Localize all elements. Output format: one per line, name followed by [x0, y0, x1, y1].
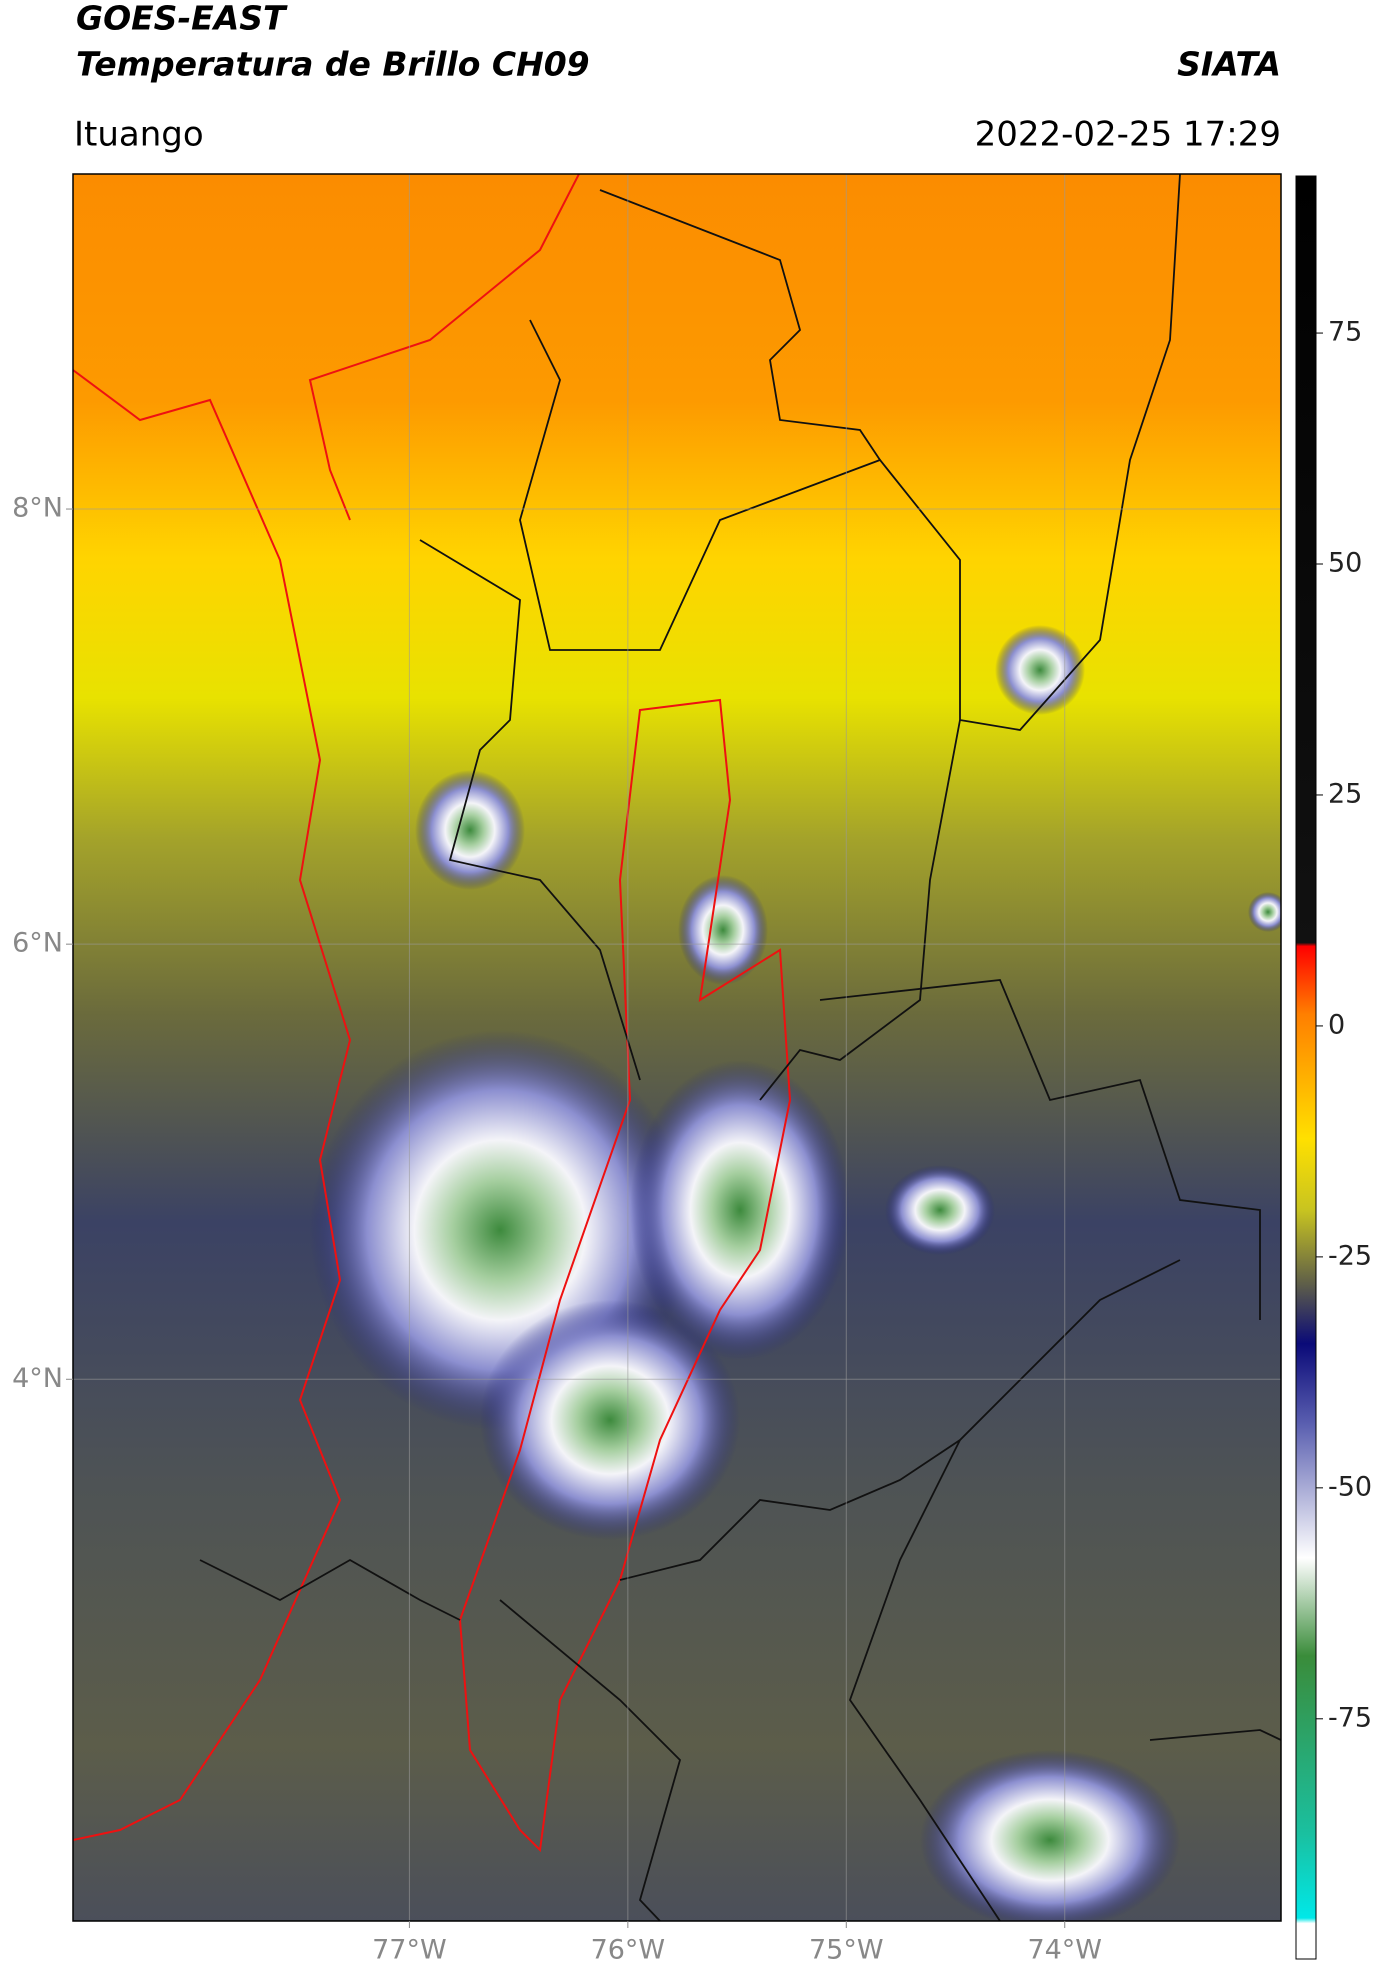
y-tick-label: 4°N: [12, 1363, 63, 1394]
source: SIATA: [1177, 45, 1281, 84]
map-frame: [72, 173, 1282, 1922]
x-tick-label: 76°W: [591, 1935, 666, 1966]
boundaries: [73, 174, 792, 1853]
grid: [73, 174, 1281, 1921]
colorbar: [1295, 175, 1317, 1960]
colorbar-tick-label: 75: [1328, 317, 1362, 348]
colorbar-tick-label: 25: [1328, 778, 1362, 809]
colorbar-tick-label: -75: [1328, 1702, 1372, 1733]
subtitle: Temperatura de Brillo CH09: [76, 45, 590, 84]
timestamp: 2022-02-25 17:29: [975, 115, 1281, 155]
y-tick-label: 6°N: [12, 928, 63, 959]
colorbar-tick-label: 50: [1328, 548, 1362, 579]
x-tick-label: 77°W: [372, 1935, 447, 1966]
x-tick-label: 75°W: [809, 1935, 884, 1966]
colorbar-tick-label: -25: [1328, 1240, 1372, 1271]
map: [73, 174, 1281, 1921]
colorbar-tick-label: 0: [1328, 1009, 1345, 1040]
borders: [199, 174, 1281, 1921]
x-tick-label: 74°W: [1027, 1935, 1102, 1966]
colorbar-tick-label: -50: [1328, 1471, 1372, 1502]
region: Ituango: [74, 115, 204, 155]
y-tick-label: 8°N: [12, 493, 63, 524]
title: GOES-EAST: [76, 0, 288, 38]
brightness-field: [73, 174, 1281, 1921]
